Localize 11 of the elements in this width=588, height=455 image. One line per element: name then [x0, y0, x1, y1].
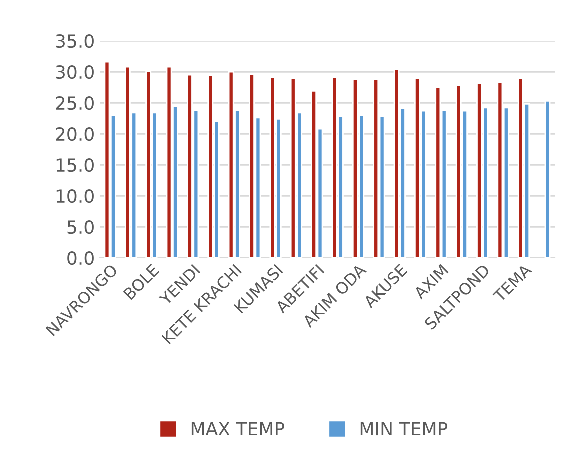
y-tick-label: 25.0 [56, 96, 94, 110]
y-tick-label: 10.0 [56, 189, 94, 204]
y-tick-label: 5.0 [68, 220, 94, 234]
y-tick-label: 35.0 [56, 34, 94, 48]
y-tick-label: 20.0 [56, 127, 94, 142]
legend-label: MIN TEMP [360, 422, 448, 436]
legend-label: MAX TEMP [192, 422, 285, 436]
y-tick-label: 15.0 [56, 158, 94, 172]
bar [544, 100, 551, 258]
y-tick-label: 30.0 [56, 65, 94, 80]
y-tick-label: 0.0 [68, 251, 94, 266]
